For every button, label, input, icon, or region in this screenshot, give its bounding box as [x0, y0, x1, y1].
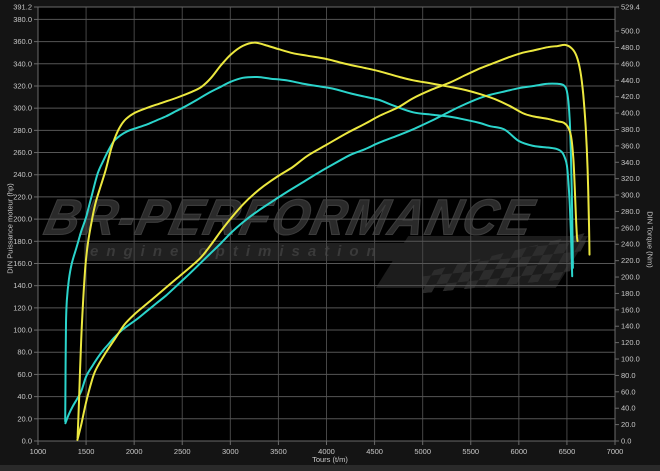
series-line-torque-stock: [64, 75, 574, 423]
y-right-tick-label: 320.0: [621, 174, 640, 183]
y-right-tick-label: 340.0: [621, 158, 640, 167]
y-right-tick-label: 529.4: [621, 3, 640, 12]
y-left-tick-label: 260.0: [13, 148, 32, 157]
x-axis-title: Tours (t/m): [312, 455, 348, 464]
y-right-tick-label: 180.0: [621, 289, 640, 298]
x-tick-label: 2500: [174, 447, 191, 456]
y-right-tick-label: 280.0: [621, 207, 640, 216]
x-tick-label: 6000: [510, 447, 527, 456]
y-right-tick-label: 480.0: [621, 43, 640, 52]
y-right-tick-label: 460.0: [621, 59, 640, 68]
y-right-tick-label: 440.0: [621, 76, 640, 85]
y-left-tick-label: 160.0: [13, 259, 32, 268]
y-right-tick-label: 100.0: [621, 355, 640, 364]
x-tick-label: 1000: [30, 447, 47, 456]
series-line-power-stock: [64, 82, 574, 425]
y-right-tick-label: 220.0: [621, 256, 640, 265]
x-tick-label: 3500: [270, 447, 287, 456]
y-right-tick-label: 0.0: [621, 437, 631, 446]
series-line-power-tuned: [76, 43, 591, 441]
x-tick-label: 4000: [318, 447, 335, 456]
y-right-tick-label: 160.0: [621, 305, 640, 314]
y-right-tick-label: 300.0: [621, 191, 640, 200]
y-right-tick-label: 140.0: [621, 322, 640, 331]
y-left-tick-label: 0.0: [22, 437, 32, 446]
y-right-tick-label: 360.0: [621, 141, 640, 150]
y-left-tick-label: 391.2: [13, 3, 32, 12]
x-tick-label: 5500: [462, 447, 479, 456]
x-tick-label: 5000: [414, 447, 431, 456]
x-tick-label: 1500: [78, 447, 95, 456]
y-right-tick-label: 260.0: [621, 223, 640, 232]
y-left-tick-label: 240.0: [13, 170, 32, 179]
x-tick-label: 7000: [607, 447, 624, 456]
y-right-tick-label: 20.0: [621, 420, 636, 429]
y-left-tick-label: 300.0: [13, 104, 32, 113]
y-left-tick-label: 200.0: [13, 215, 32, 224]
y-left-tick-label: 380.0: [13, 15, 32, 24]
y-left-tick-label: 340.0: [13, 59, 32, 68]
x-tick-label: 2000: [126, 447, 143, 456]
y-left-tick-label: 40.0: [17, 392, 32, 401]
y-right-tick-label: 60.0: [621, 387, 636, 396]
y-left-tick-label: 140.0: [13, 281, 32, 290]
y-left-tick-label: 60.0: [17, 370, 32, 379]
y-axis-title-right: DIN Torque (Nm): [645, 211, 655, 268]
y-left-tick-label: 120.0: [13, 303, 32, 312]
y-right-tick-label: 120.0: [621, 338, 640, 347]
y-right-tick-label: 400.0: [621, 109, 640, 118]
x-tick-label: 6500: [559, 447, 576, 456]
y-left-tick-label: 220.0: [13, 192, 32, 201]
x-tick-label: 4500: [366, 447, 383, 456]
y-axis-title-left: DIN Puissance moteur (hp): [5, 183, 15, 274]
y-right-tick-label: 380.0: [621, 125, 640, 134]
y-right-tick-label: 420.0: [621, 92, 640, 101]
y-right-tick-label: 240.0: [621, 240, 640, 249]
y-right-tick-label: 500.0: [621, 27, 640, 36]
y-left-tick-label: 20.0: [17, 414, 32, 423]
window-bottom-strip: [0, 465, 660, 471]
y-right-tick-label: 200.0: [621, 273, 640, 282]
y-left-tick-label: 80.0: [17, 348, 32, 357]
series-line-torque-tuned: [76, 41, 579, 439]
y-right-tick-label: 40.0: [621, 404, 636, 413]
y-left-tick-label: 360.0: [13, 37, 32, 46]
x-tick-label: 3000: [222, 447, 239, 456]
y-left-tick-label: 320.0: [13, 81, 32, 90]
y-left-tick-label: 280.0: [13, 126, 32, 135]
y-left-tick-label: 180.0: [13, 237, 32, 246]
y-left-tick-label: 100.0: [13, 326, 32, 335]
y-right-tick-label: 80.0: [621, 371, 636, 380]
